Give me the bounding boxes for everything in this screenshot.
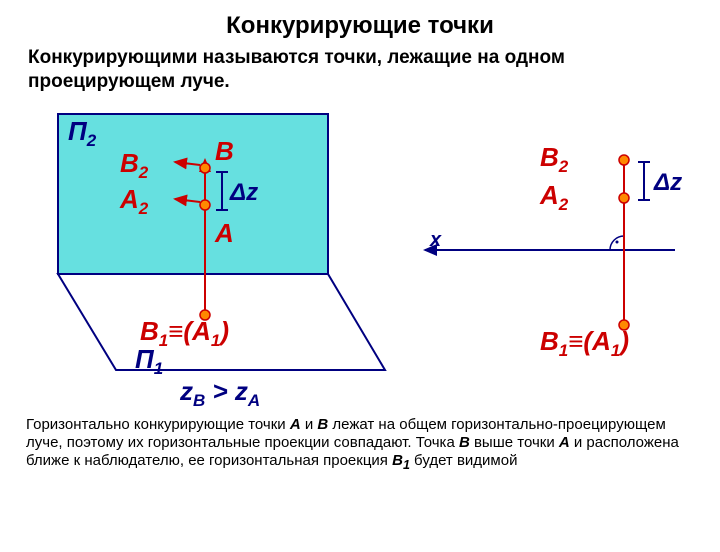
footer-text: Горизонтально конкурирующие точки А и В … [26, 416, 694, 474]
right-angle-dot [616, 240, 619, 243]
label-inequality: zB > zA [179, 376, 260, 410]
label-x: x [429, 229, 442, 251]
label-right-dz: Δz [653, 169, 682, 196]
label-right-b1a1: В1≡(А1) [540, 326, 629, 360]
label-left-dz: Δz [229, 179, 258, 206]
subtitle: Конкурирующими называются точки, лежащие… [28, 46, 692, 94]
label-right-a2: А2 [539, 180, 569, 214]
left-point-b [200, 163, 210, 173]
page-title: Конкурирующие точки [0, 12, 720, 40]
label-right-b2: В2 [540, 142, 569, 176]
label-left-a: А [214, 218, 234, 248]
left-point-a [200, 200, 210, 210]
plane-p2 [58, 114, 328, 274]
diagram-svg: П2 В2 А2 В А Δz В1≡(А1) П1 zB > zA x В2 … [20, 100, 700, 410]
right-point-b2 [619, 155, 629, 165]
right-point-a2 [619, 193, 629, 203]
label-left-b: В [215, 136, 234, 166]
